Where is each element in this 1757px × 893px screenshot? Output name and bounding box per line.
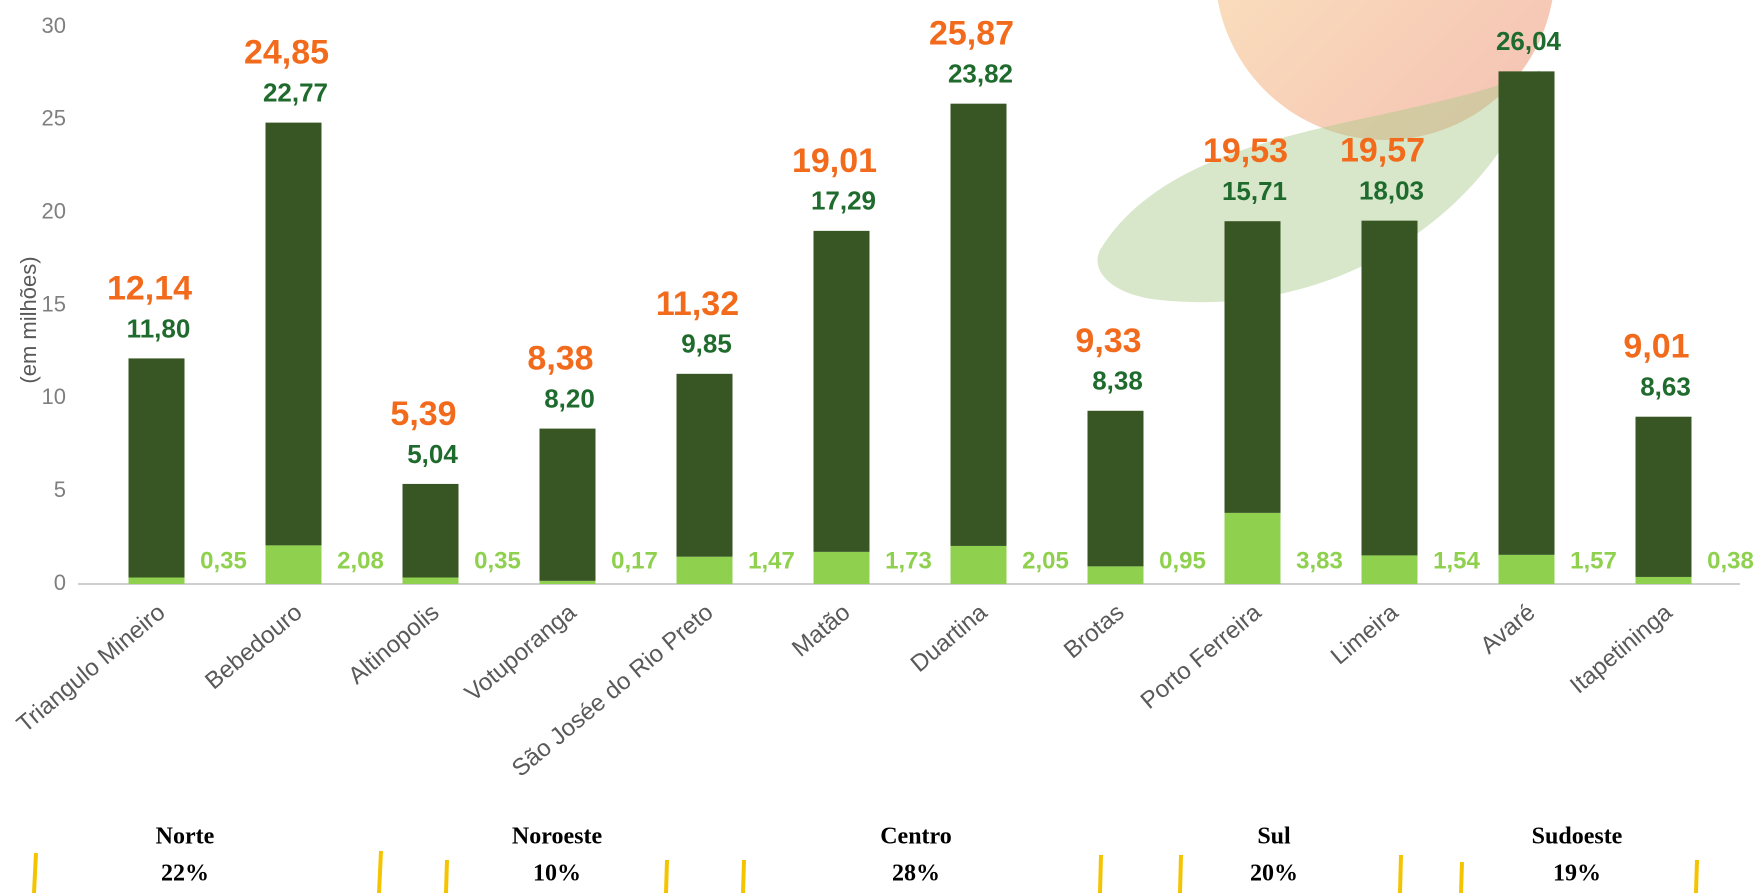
data-label: 1,54	[1433, 547, 1480, 574]
data-label: 1,47	[748, 547, 795, 574]
bar-segment	[402, 577, 459, 584]
region-brackets	[32, 850, 1699, 893]
y-tick-label: 30	[42, 13, 66, 38]
total-label: 8,38	[527, 340, 593, 378]
data-label: 1,73	[885, 547, 932, 574]
y-tick-label: 5	[54, 477, 66, 502]
region-name: Sudoeste	[1532, 824, 1623, 850]
data-label: 18,03	[1359, 176, 1424, 206]
x-tick-label: Porto Ferreira	[1136, 598, 1267, 714]
bar-segment	[676, 556, 733, 584]
x-tick-label: Duartina	[906, 598, 993, 677]
total-label: 25,87	[929, 15, 1014, 53]
region-share: 22%	[161, 861, 209, 887]
y-tick-label: 20	[42, 198, 66, 223]
total-label: 24,85	[244, 34, 329, 72]
bar-segment	[1498, 71, 1555, 555]
data-label: 0,17	[611, 547, 658, 574]
x-tick-label: Triangulo Mineiro	[12, 599, 171, 738]
data-label: 2,05	[1022, 547, 1069, 574]
y-tick-label: 0	[54, 570, 66, 595]
bar-segment	[950, 103, 1007, 546]
x-tick-label: Limeira	[1326, 598, 1404, 670]
data-label: 5,04	[407, 439, 458, 469]
y-tick-label: 10	[42, 384, 66, 409]
bar-segment	[1224, 512, 1281, 584]
region-share: 19%	[1553, 861, 1601, 887]
decoration	[1097, 70, 1540, 303]
region-share: 10%	[533, 861, 581, 887]
x-tick-label: Altinopolis	[343, 599, 444, 690]
region-share: 28%	[892, 861, 940, 887]
bar-segment	[1635, 576, 1692, 584]
data-label: 0,38	[1707, 547, 1754, 574]
data-label: 8,20	[544, 383, 595, 413]
data-label: 22,77	[263, 77, 328, 107]
bar-segment	[539, 580, 596, 584]
bar-segment	[1498, 554, 1555, 584]
y-tick-label: 15	[42, 291, 66, 316]
bar-segment	[676, 373, 733, 557]
bar-segment	[1087, 410, 1144, 567]
data-label: 8,38	[1092, 366, 1143, 396]
x-tick-label: Brotas	[1059, 599, 1129, 664]
total-label: 5,39	[390, 395, 456, 433]
bar-segment	[1361, 220, 1418, 556]
data-label: 0,35	[200, 547, 247, 574]
bar-segment	[950, 545, 1007, 584]
y-tick-label: 25	[42, 106, 66, 131]
bar-segment	[265, 545, 322, 584]
bar-segment	[265, 122, 322, 546]
region-name: Noroeste	[512, 824, 603, 850]
data-label: 0,95	[1159, 547, 1206, 574]
data-label: 26,04	[1496, 26, 1562, 56]
region-name: Norte	[156, 824, 215, 850]
bar-segment	[402, 483, 459, 578]
bar-segment	[128, 577, 185, 584]
bar-segment	[1087, 566, 1144, 584]
bar-segment	[1224, 221, 1281, 513]
data-label: 8,63	[1640, 372, 1691, 402]
data-label: 1,57	[1570, 547, 1617, 574]
x-tick-label: Matão	[787, 599, 855, 663]
total-label: 19,53	[1203, 132, 1288, 170]
bar-segment	[1635, 416, 1692, 577]
x-tick-label: Avaré	[1475, 599, 1540, 660]
region-name: Centro	[880, 824, 952, 850]
total-label: 19,01	[792, 142, 877, 180]
x-tick-label: Bebedouro	[200, 599, 307, 695]
bar-segment	[539, 428, 596, 581]
total-label: 11,32	[656, 285, 739, 323]
data-label: 11,80	[127, 313, 191, 343]
total-label: 9,01	[1623, 328, 1689, 366]
data-label: 2,08	[337, 547, 384, 574]
bar-segment	[813, 551, 870, 584]
data-label: 3,83	[1296, 547, 1343, 574]
total-label: 9,33	[1075, 322, 1141, 360]
decoration	[1217, 0, 1553, 140]
data-label: 9,85	[681, 329, 732, 359]
data-label: 17,29	[811, 186, 876, 216]
bar-segment	[813, 230, 870, 552]
region-share: 20%	[1250, 861, 1298, 887]
total-label: 19,57	[1340, 132, 1425, 170]
data-label: 0,35	[474, 547, 521, 574]
region-name: Sul	[1257, 824, 1291, 850]
x-tick-label: Votuporanga	[460, 598, 582, 707]
bar-segment	[1361, 555, 1418, 584]
x-tick-label: Itapetininga	[1565, 598, 1678, 699]
y-axis-label: (em milhões)	[16, 256, 41, 383]
total-label: 12,14	[107, 269, 192, 307]
data-label: 23,82	[948, 59, 1013, 89]
data-label: 15,71	[1222, 176, 1287, 206]
bar-segment	[128, 358, 185, 578]
